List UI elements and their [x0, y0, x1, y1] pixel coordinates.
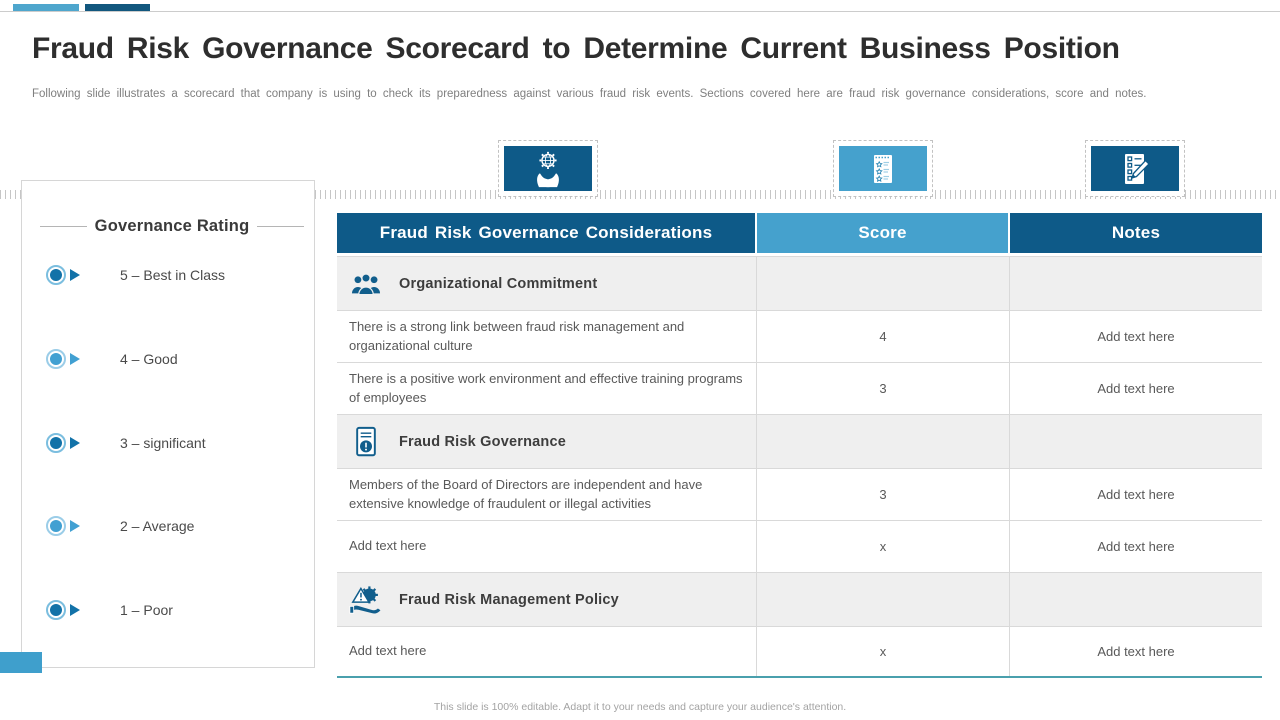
- table-row: Add text here x Add text here: [337, 521, 1262, 573]
- rating-item-2: 2 – Average: [46, 514, 194, 538]
- arrow-right-icon: [70, 269, 80, 281]
- notes-cell[interactable]: Add text here: [1097, 644, 1175, 659]
- consideration-cell: Members of the Board of Directors are in…: [337, 469, 757, 520]
- rating-label: 4 – Good: [120, 351, 178, 367]
- table-header-row: Fraud Risk Governance Considerations Sco…: [337, 213, 1262, 253]
- icon-card-score: [833, 140, 933, 197]
- ruler-tick-strip: [0, 190, 1280, 199]
- rating-item-4: 4 – Good: [46, 347, 178, 371]
- icon-card-notes: [1085, 140, 1185, 197]
- arrow-right-icon: [70, 520, 80, 532]
- icon-card-governance: [498, 140, 598, 197]
- score-cell[interactable]: 4: [757, 311, 1010, 362]
- score-cell[interactable]: x: [757, 521, 1010, 572]
- hand-gear-warning-icon: [349, 583, 383, 617]
- page-subtitle: Following slide illustrates a scorecard …: [32, 88, 1147, 100]
- header-notes: Notes: [1010, 213, 1262, 253]
- document-alert-icon: [349, 425, 383, 459]
- notes-cell[interactable]: Add text here: [1097, 329, 1175, 344]
- table-body: Organizational Commitment There is a str…: [337, 256, 1262, 676]
- page-title: Fraud Risk Governance Scorecard to Deter…: [32, 32, 1120, 65]
- consideration-cell[interactable]: Add text here: [337, 627, 757, 676]
- arrow-right-icon: [70, 437, 80, 449]
- notes-cell[interactable]: Add text here: [1097, 381, 1175, 396]
- arrow-right-icon: [70, 604, 80, 616]
- scorecard-table: Fraud Risk Governance Considerations Sco…: [337, 213, 1262, 678]
- section-row-organizational-commitment: Organizational Commitment: [337, 257, 1262, 311]
- table-row: There is a strong link between fraud ris…: [337, 311, 1262, 363]
- people-group-icon: [349, 267, 383, 301]
- header-score: Score: [757, 213, 1010, 253]
- radio-bullet-icon: [46, 600, 66, 620]
- rating-title: Governance Rating: [94, 217, 250, 235]
- radio-bullet-icon: [46, 433, 66, 453]
- top-divider-line: [0, 11, 1280, 12]
- rating-item-1: 1 – Poor: [46, 598, 173, 622]
- consideration-cell: There is a strong link between fraud ris…: [337, 311, 757, 362]
- table-row: There is a positive work environment and…: [337, 363, 1262, 415]
- section-label: Organizational Commitment: [399, 275, 598, 292]
- top-accent-bar-light: [13, 4, 79, 12]
- star-checklist-icon: [839, 146, 927, 191]
- consideration-cell: There is a positive work environment and…: [337, 363, 757, 414]
- rating-title-row: Governance Rating: [40, 217, 304, 236]
- radio-bullet-icon: [46, 265, 66, 285]
- score-cell[interactable]: x: [757, 627, 1010, 676]
- radio-bullet-icon: [46, 516, 66, 536]
- radio-bullet-icon: [46, 349, 66, 369]
- table-row: Add text here x Add text here: [337, 627, 1262, 676]
- rating-label: 1 – Poor: [120, 602, 173, 618]
- consideration-cell[interactable]: Add text here: [337, 521, 757, 572]
- footer-note: This slide is 100% editable. Adapt it to…: [433, 701, 847, 713]
- corner-accent-square: [0, 652, 42, 673]
- score-cell[interactable]: 3: [757, 363, 1010, 414]
- rating-item-5: 5 – Best in Class: [46, 263, 225, 287]
- section-label: Fraud Risk Management Policy: [399, 591, 619, 608]
- header-considerations: Fraud Risk Governance Considerations: [337, 213, 757, 253]
- rating-item-3: 3 – significant: [46, 431, 206, 455]
- arrow-right-icon: [70, 353, 80, 365]
- section-label: Fraud Risk Governance: [399, 433, 566, 450]
- rating-label: 3 – significant: [120, 435, 206, 451]
- section-row-fraud-risk-governance: Fraud Risk Governance: [337, 415, 1262, 469]
- table-row: Members of the Board of Directors are in…: [337, 469, 1262, 521]
- section-row-fraud-risk-management-policy: Fraud Risk Management Policy: [337, 573, 1262, 627]
- rating-label: 2 – Average: [120, 518, 195, 534]
- top-accent-bar-dark: [85, 4, 150, 12]
- form-pencil-icon: [1091, 146, 1179, 191]
- rating-label: 5 – Best in Class: [120, 267, 226, 283]
- notes-cell[interactable]: Add text here: [1097, 487, 1175, 502]
- hands-holding-gear-icon: [504, 146, 592, 191]
- governance-rating-panel: Governance Rating 5 – Best in Class 4 – …: [21, 180, 315, 668]
- score-cell[interactable]: 3: [757, 469, 1010, 520]
- notes-cell[interactable]: Add text here: [1097, 539, 1175, 554]
